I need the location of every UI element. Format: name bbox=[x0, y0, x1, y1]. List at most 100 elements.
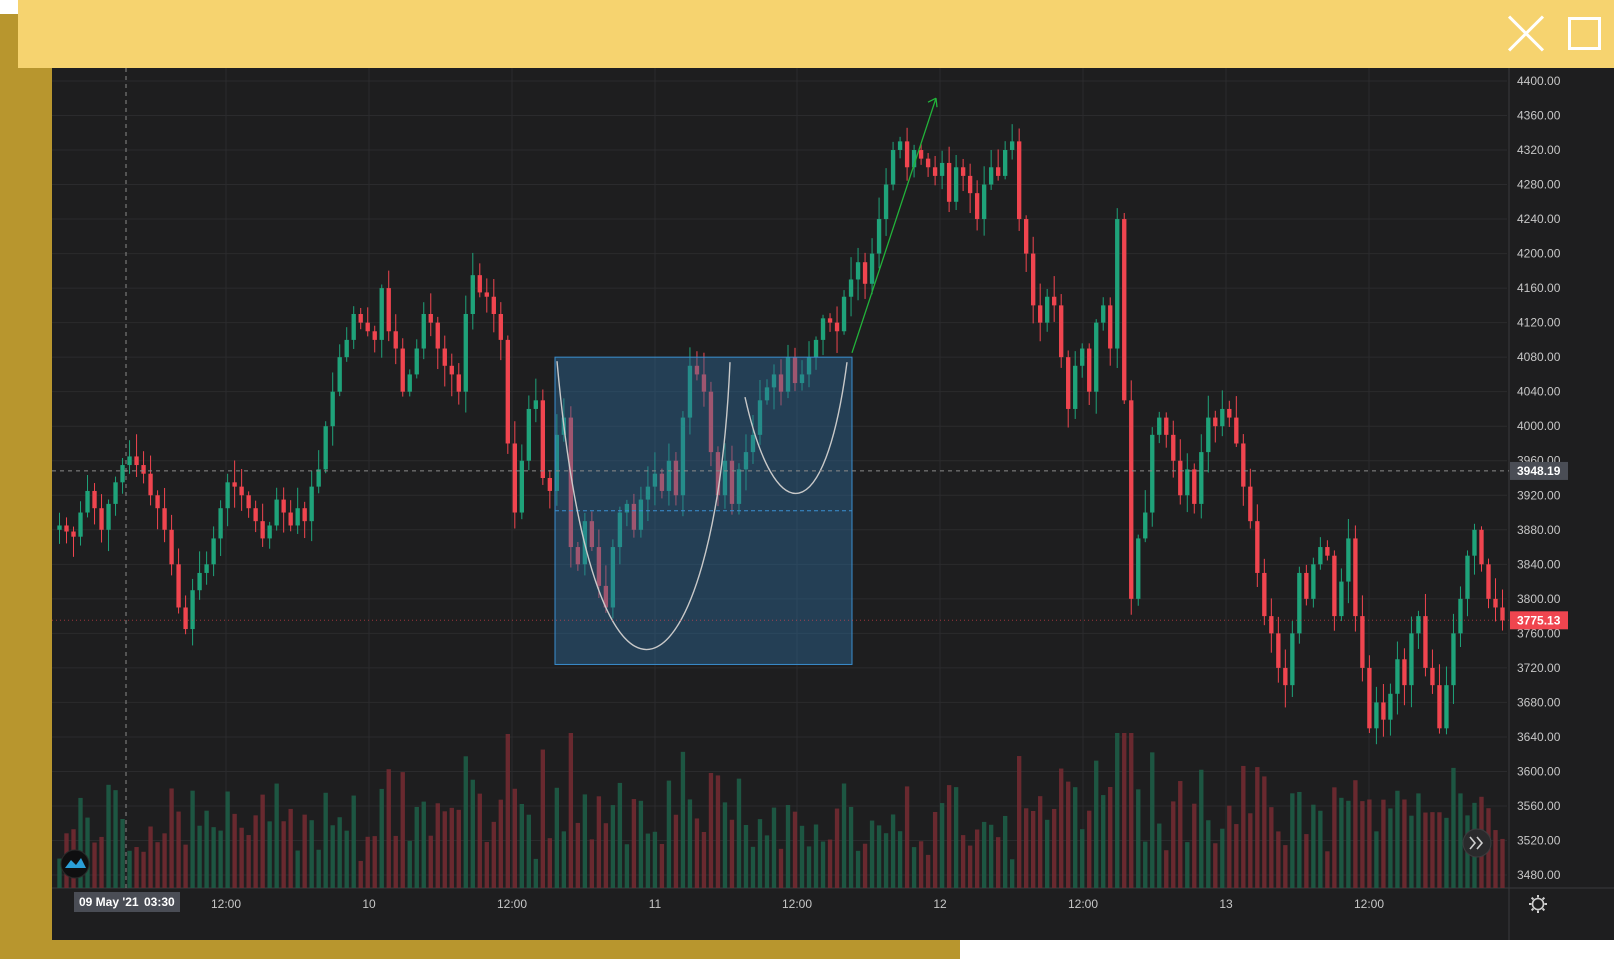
volume-bar bbox=[666, 780, 672, 888]
candle-body bbox=[1276, 633, 1281, 668]
candle-body bbox=[1199, 452, 1204, 504]
candle-body bbox=[1353, 538, 1358, 617]
candle-body bbox=[813, 339, 819, 358]
candle-body bbox=[1178, 460, 1183, 496]
candle-body bbox=[1423, 616, 1428, 668]
volume-bar bbox=[351, 795, 356, 888]
candle-body bbox=[1255, 521, 1260, 573]
candle-body bbox=[1325, 547, 1330, 556]
volume-bar bbox=[484, 842, 489, 888]
candle-body bbox=[799, 374, 805, 384]
volume-bar bbox=[519, 803, 524, 888]
candle-body bbox=[113, 482, 118, 504]
candle-body bbox=[757, 400, 763, 435]
candle-body bbox=[953, 167, 959, 202]
candle-body bbox=[1009, 141, 1015, 150]
volume-bar bbox=[232, 813, 237, 888]
volume-bar bbox=[85, 817, 90, 888]
candle-body bbox=[974, 193, 980, 220]
y-tick-label: 3800.00 bbox=[1517, 592, 1561, 606]
candle-body bbox=[435, 322, 440, 349]
volume-bar bbox=[862, 843, 868, 888]
candlestick-chart[interactable]: 4400.00 4360.00 4320.00 4280.00 4240.00 4200.… bbox=[52, 68, 1614, 940]
x-tick-label: 12:00 bbox=[497, 897, 527, 911]
candle-body bbox=[71, 531, 76, 537]
volume-bar bbox=[1052, 808, 1057, 888]
candle-body bbox=[1031, 253, 1036, 306]
candle-body bbox=[1101, 305, 1106, 323]
chart-canvas[interactable]: 4400.00 4360.00 4320.00 4280.00 4240.00 4200.… bbox=[52, 68, 1614, 940]
window-title-bar bbox=[18, 0, 1614, 68]
candle-body bbox=[785, 357, 791, 392]
volume-bar bbox=[764, 835, 770, 888]
candle-body bbox=[337, 357, 342, 392]
candle-body bbox=[988, 167, 994, 185]
y-tick-label: 3920.00 bbox=[1517, 488, 1561, 502]
volume-bar bbox=[477, 793, 482, 888]
volume-bar bbox=[1353, 780, 1358, 888]
volume-bar bbox=[1332, 787, 1337, 888]
volume-bar bbox=[1192, 803, 1197, 888]
candle-body bbox=[1269, 616, 1274, 634]
y-tick-label: 4400.00 bbox=[1517, 74, 1561, 88]
candle-body bbox=[939, 162, 945, 176]
candle-body bbox=[463, 314, 468, 392]
candle-body bbox=[1115, 219, 1120, 349]
volume-bar bbox=[197, 825, 202, 888]
candle-body bbox=[1360, 616, 1365, 668]
candle-body bbox=[1108, 305, 1113, 349]
volume-bar bbox=[834, 808, 840, 888]
candle-body bbox=[120, 465, 125, 483]
volume-bar bbox=[1346, 800, 1351, 888]
volume-bar bbox=[1002, 815, 1008, 888]
x-tick-label: 12 bbox=[933, 897, 947, 911]
settings-gear-tooth bbox=[1541, 907, 1546, 912]
volume-bar bbox=[897, 831, 903, 888]
volume-bar bbox=[673, 814, 679, 888]
candle-body bbox=[421, 314, 426, 349]
volume-bar bbox=[1381, 799, 1386, 888]
candle-body bbox=[260, 521, 265, 539]
candle-body bbox=[267, 525, 272, 539]
volume-bar bbox=[1290, 793, 1295, 888]
y-tick-label: 4280.00 bbox=[1517, 178, 1561, 192]
volume-bar bbox=[113, 790, 118, 888]
candle-body bbox=[638, 499, 644, 530]
volume-bar bbox=[1073, 787, 1078, 888]
maximize-icon[interactable] bbox=[1566, 14, 1606, 54]
y-tick-label: 3680.00 bbox=[1517, 695, 1561, 709]
candle-body bbox=[1059, 305, 1064, 358]
candle-body bbox=[764, 387, 770, 401]
candle-body bbox=[1374, 702, 1379, 729]
volume-bar bbox=[239, 827, 244, 888]
candle-body bbox=[176, 564, 181, 608]
volume-bar bbox=[1206, 820, 1211, 888]
volume-bar bbox=[988, 824, 994, 888]
candle-body bbox=[393, 331, 398, 349]
volume-bar bbox=[1339, 797, 1344, 888]
candle-body bbox=[1283, 667, 1288, 686]
candle-body bbox=[232, 482, 237, 487]
candle-body bbox=[1311, 564, 1316, 599]
volume-bar bbox=[1395, 790, 1400, 888]
settings-gear-tooth bbox=[1541, 896, 1546, 901]
volume-bar bbox=[337, 817, 342, 888]
volume-bar bbox=[1367, 799, 1372, 888]
volume-bar bbox=[1318, 810, 1323, 888]
candle-body bbox=[1038, 305, 1043, 323]
close-icon[interactable] bbox=[1506, 14, 1546, 54]
candle-body bbox=[925, 158, 931, 168]
volume-bar bbox=[848, 806, 854, 888]
candle-body bbox=[92, 490, 97, 509]
frame-bottom bbox=[0, 940, 960, 959]
candle-body bbox=[673, 460, 679, 496]
y-tick-label: 3880.00 bbox=[1517, 523, 1561, 537]
volume-bar bbox=[393, 835, 398, 888]
candle-body bbox=[1066, 357, 1071, 409]
candle-body bbox=[1486, 564, 1491, 599]
y-tick-label: 3560.00 bbox=[1517, 799, 1561, 813]
volume-bar bbox=[365, 836, 370, 888]
volume-bar bbox=[1031, 810, 1036, 888]
candle-body bbox=[827, 318, 833, 323]
candle-body bbox=[134, 456, 139, 466]
